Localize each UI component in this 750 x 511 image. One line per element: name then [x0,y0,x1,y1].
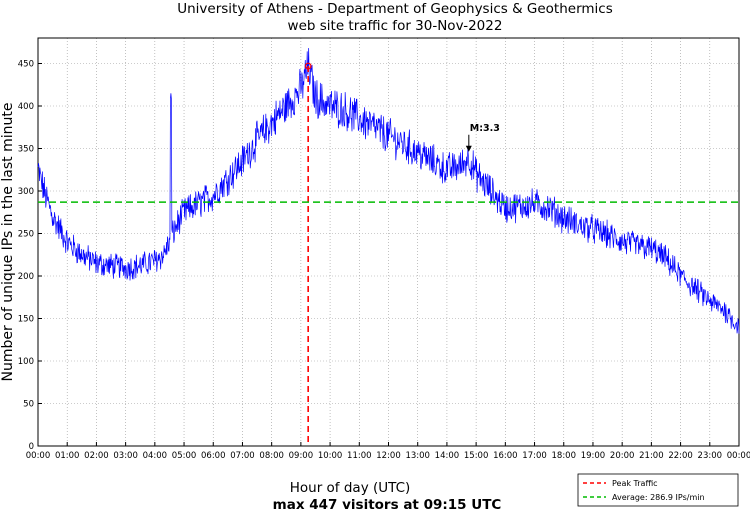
y-tick-label: 50 [23,400,34,410]
y-axis-ticks: 0 50 100 150 200 250 300 350 400 450 [18,60,42,452]
x-tick-label: 16:00 [493,451,518,461]
legend-average-label: Average: 286.9 IPs/min [612,493,705,502]
x-tick-label: 02:00 [84,451,109,461]
y-tick-label: 350 [18,145,34,155]
max-visitors-summary: max 447 visitors at 09:15 UTC [273,497,502,511]
legend: Peak Traffic Average: 286.9 IPs/min [577,473,739,507]
x-tick-label: 20:00 [610,451,635,461]
x-tick-label: 09:00 [289,451,314,461]
x-tick-label: 23:00 [698,451,723,461]
x-tick-label: 01:00 [55,451,80,461]
x-tick-label: 11:00 [347,451,372,461]
x-tick-label: 03:00 [113,451,138,461]
x-tick-label: 22:00 [668,451,693,461]
x-tick-label: 05:00 [172,451,197,461]
x-tick-label: 06:00 [201,451,226,461]
peak-marker [304,62,312,70]
y-tick-label: 100 [18,357,34,367]
chart-subtitle: web site traffic for 30-Nov-2022 [288,18,503,34]
event-annotation: M:3.3 [470,123,500,134]
x-axis-label: Hour of day (UTC) [290,480,411,496]
x-tick-label: 07:00 [230,451,255,461]
x-tick-label: 04:00 [143,451,168,461]
x-tick-label: 12:00 [376,451,401,461]
y-axis-label: Number of unique IPs in the last minute [0,103,16,382]
x-tick-label: 18:00 [552,451,577,461]
x-tick-label: 00:00 [26,451,51,461]
event-arrow-head [465,145,472,152]
x-tick-label: 13:00 [405,451,430,461]
x-tick-label: 00:00 [727,451,750,461]
x-tick-label: 17:00 [522,451,547,461]
grid [38,38,739,446]
chart-title: University of Athens - Department of Geo… [177,1,613,17]
y-tick-label: 250 [18,230,34,240]
x-tick-label: 15:00 [464,451,489,461]
y-tick-label: 0 [29,442,34,452]
x-tick-label: 14:00 [435,451,460,461]
y-tick-label: 300 [18,187,34,197]
x-tick-label: 19:00 [581,451,606,461]
y-tick-label: 400 [18,102,34,112]
x-tick-label: 08:00 [259,451,284,461]
y-tick-label: 150 [18,315,34,325]
series-traffic-line [37,48,740,334]
y-tick-label: 450 [18,60,34,70]
y-tick-label: 200 [18,272,34,282]
x-tick-label: 10:00 [318,451,343,461]
x-axis-ticks: 00:00 01:00 02:00 03:00 04:00 05:00 06:00 07:00… [26,442,750,461]
series-layer [37,48,740,334]
legend-peak-label: Peak Traffic [612,479,658,488]
x-tick-label: 21:00 [639,451,664,461]
